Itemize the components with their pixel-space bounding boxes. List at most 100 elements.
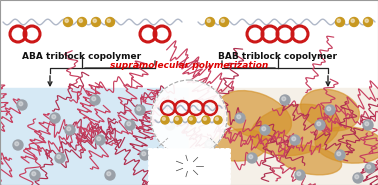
- Circle shape: [155, 173, 165, 183]
- Circle shape: [215, 170, 225, 180]
- Circle shape: [262, 127, 266, 131]
- Circle shape: [200, 100, 210, 110]
- Text: BAB triblock copolymer: BAB triblock copolymer: [218, 52, 338, 61]
- Ellipse shape: [315, 127, 378, 163]
- Circle shape: [95, 135, 105, 145]
- Circle shape: [65, 19, 68, 22]
- Circle shape: [214, 116, 222, 124]
- Circle shape: [351, 19, 355, 22]
- Circle shape: [55, 153, 65, 163]
- Circle shape: [13, 140, 23, 150]
- Circle shape: [93, 19, 96, 22]
- Ellipse shape: [212, 129, 268, 161]
- Circle shape: [237, 115, 241, 119]
- Circle shape: [337, 152, 341, 156]
- Circle shape: [105, 18, 115, 26]
- Circle shape: [365, 19, 369, 22]
- Circle shape: [135, 105, 145, 115]
- Bar: [148, 148, 230, 185]
- Circle shape: [220, 18, 228, 26]
- Circle shape: [172, 165, 176, 169]
- Circle shape: [188, 116, 196, 124]
- Circle shape: [92, 97, 96, 101]
- Circle shape: [107, 19, 110, 22]
- Circle shape: [30, 170, 40, 180]
- Circle shape: [15, 142, 19, 146]
- Text: supramolecular polymerization: supramolecular polymerization: [110, 60, 268, 70]
- Circle shape: [175, 117, 178, 120]
- Circle shape: [235, 113, 245, 123]
- Circle shape: [247, 153, 257, 163]
- Circle shape: [32, 172, 36, 176]
- Circle shape: [151, 80, 227, 156]
- Circle shape: [335, 150, 345, 160]
- Circle shape: [215, 117, 218, 120]
- Circle shape: [57, 155, 61, 159]
- Circle shape: [206, 18, 214, 26]
- Circle shape: [140, 150, 150, 160]
- Circle shape: [202, 102, 206, 106]
- Circle shape: [50, 113, 60, 123]
- Circle shape: [249, 155, 253, 159]
- Ellipse shape: [251, 104, 339, 156]
- Circle shape: [365, 122, 369, 126]
- Circle shape: [52, 115, 56, 119]
- Circle shape: [260, 125, 270, 135]
- Circle shape: [207, 142, 211, 146]
- Circle shape: [65, 125, 75, 135]
- Circle shape: [189, 117, 192, 120]
- Circle shape: [355, 175, 359, 179]
- Circle shape: [292, 137, 296, 141]
- Text: ABA triblock copolymer: ABA triblock copolymer: [22, 52, 142, 61]
- Circle shape: [203, 117, 206, 120]
- Bar: [0, 88, 189, 185]
- Circle shape: [127, 122, 131, 126]
- Circle shape: [337, 19, 341, 22]
- Circle shape: [221, 19, 225, 22]
- Circle shape: [97, 137, 101, 141]
- Circle shape: [317, 122, 321, 126]
- Circle shape: [64, 18, 73, 26]
- Ellipse shape: [278, 145, 342, 175]
- Circle shape: [67, 127, 71, 131]
- Circle shape: [125, 120, 135, 130]
- Circle shape: [353, 173, 363, 183]
- Circle shape: [367, 165, 371, 169]
- Circle shape: [217, 172, 221, 176]
- Circle shape: [163, 117, 166, 120]
- Circle shape: [363, 120, 373, 130]
- Circle shape: [19, 102, 23, 106]
- Circle shape: [205, 140, 215, 150]
- Circle shape: [202, 116, 210, 124]
- Circle shape: [364, 18, 372, 26]
- Circle shape: [167, 122, 171, 126]
- Ellipse shape: [218, 91, 291, 139]
- Circle shape: [207, 19, 211, 22]
- Circle shape: [365, 163, 375, 173]
- Circle shape: [91, 18, 101, 26]
- Circle shape: [90, 95, 100, 105]
- Bar: [0, 0, 378, 88]
- Circle shape: [350, 18, 358, 26]
- Circle shape: [295, 170, 305, 180]
- Circle shape: [157, 175, 161, 179]
- Bar: [189, 88, 378, 185]
- Circle shape: [137, 107, 141, 111]
- Circle shape: [282, 97, 286, 101]
- Circle shape: [327, 107, 331, 111]
- Circle shape: [165, 120, 175, 130]
- Circle shape: [77, 18, 87, 26]
- Ellipse shape: [301, 89, 359, 131]
- Circle shape: [280, 95, 290, 105]
- Circle shape: [170, 163, 180, 173]
- Circle shape: [107, 172, 111, 176]
- Circle shape: [325, 105, 335, 115]
- Circle shape: [142, 152, 146, 156]
- Circle shape: [79, 19, 82, 22]
- Circle shape: [336, 18, 344, 26]
- Circle shape: [290, 135, 300, 145]
- Circle shape: [17, 100, 27, 110]
- Circle shape: [105, 170, 115, 180]
- Circle shape: [161, 116, 169, 124]
- Circle shape: [174, 116, 182, 124]
